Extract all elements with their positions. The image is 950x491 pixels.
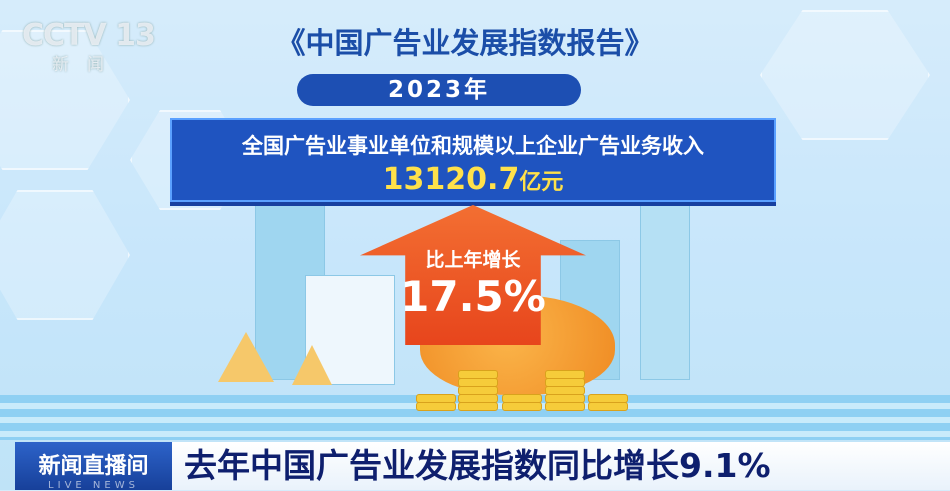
tree-icon	[292, 345, 332, 385]
coin-icon	[588, 402, 628, 411]
channel-logo: CCTV 13	[22, 18, 156, 53]
program-subtitle: LIVE NEWS	[48, 480, 139, 491]
revenue-value: 13120.7亿元	[382, 162, 564, 197]
coin-icon	[416, 402, 456, 411]
channel-logo-subtitle: 新闻	[52, 55, 122, 75]
growth-value: 17.5%	[400, 272, 546, 321]
revenue-label: 全国广告业事业单位和规模以上企业广告业务收入	[242, 134, 704, 158]
revenue-box: 全国广告业事业单位和规模以上企业广告业务收入 13120.7亿元	[170, 118, 776, 202]
building	[640, 200, 690, 380]
coin-icon	[502, 402, 542, 411]
program-badge: 新闻直播间 LIVE NEWS	[15, 442, 172, 491]
coin-icon	[458, 402, 498, 411]
report-title: 《中国广告业发展指数报告》	[276, 26, 654, 60]
headline: 去年中国广告业发展指数同比增长9.1%	[172, 442, 950, 490]
program-name: 新闻直播间	[38, 454, 149, 479]
decor-hexagon	[0, 190, 130, 320]
year-badge: 2023年	[297, 74, 581, 106]
growth-label: 比上年增长	[425, 249, 521, 271]
coin-icon	[545, 402, 585, 411]
tree-icon	[218, 332, 274, 382]
